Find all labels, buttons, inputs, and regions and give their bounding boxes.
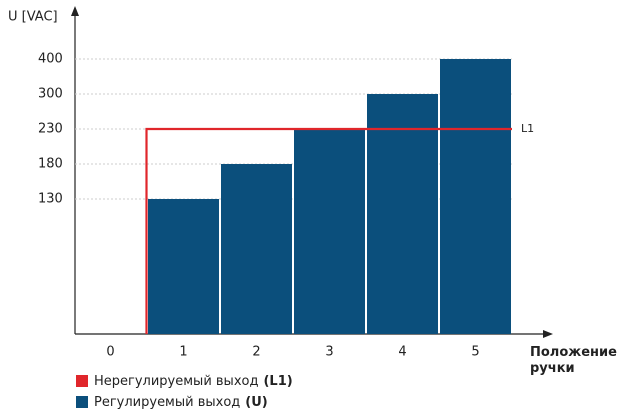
legend-label: Регулируемый выход (U) — [94, 395, 268, 410]
bar — [440, 59, 511, 334]
x-tick-label: 2 — [252, 345, 260, 360]
y-axis-arrow — [71, 6, 79, 16]
legend-text: Регулируемый выход — [94, 395, 240, 410]
legend-text-bold: (L1) — [263, 374, 292, 389]
legend-swatch — [76, 396, 88, 408]
y-tick-label: 180 — [38, 157, 63, 172]
bar — [221, 164, 292, 334]
bar — [294, 129, 365, 334]
reference-line-label: L1 — [521, 122, 534, 135]
x-axis-arrow — [543, 330, 553, 338]
x-tick-label: 1 — [179, 345, 187, 360]
y-axis-label: U [VAC] — [8, 10, 58, 25]
x-axis-label-line: ручки — [530, 361, 575, 376]
x-axis-label-line: Положение — [530, 345, 617, 360]
y-tick-label: 400 — [38, 52, 63, 67]
bar — [148, 199, 219, 334]
x-tick-label: 5 — [471, 345, 479, 360]
legend-swatch — [76, 375, 88, 387]
x-tick-label: 4 — [398, 345, 406, 360]
reference-line — [145, 127, 512, 334]
legend-text: Нерегулируемый выход — [94, 374, 258, 389]
legend-text-bold: (U) — [245, 395, 267, 410]
x-axis-label: Положение ручки — [530, 345, 617, 376]
y-tick-label: 230 — [38, 122, 63, 137]
legend-label: Нерегулируемый выход (L1) — [94, 374, 293, 389]
y-tick-label: 130 — [38, 192, 63, 207]
y-tick-label: 300 — [38, 87, 63, 102]
x-tick-label: 3 — [325, 345, 333, 360]
x-tick-label: 0 — [106, 345, 114, 360]
bar — [367, 94, 438, 334]
